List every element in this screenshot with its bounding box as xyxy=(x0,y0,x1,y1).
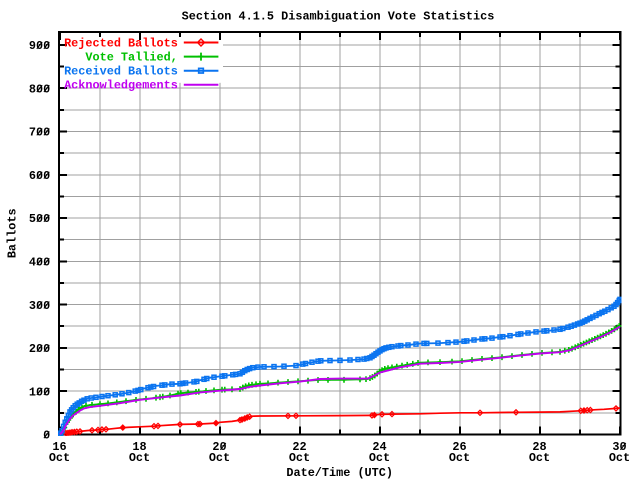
svg-text:16: 16 xyxy=(52,440,66,454)
svg-text:26: 26 xyxy=(452,440,466,454)
svg-text:0: 0 xyxy=(43,429,50,443)
svg-text:Date/Time (UTC): Date/Time (UTC) xyxy=(286,466,393,480)
svg-text:Section 4.1.5 Disambiguation V: Section 4.1.5 Disambiguation Vote Statis… xyxy=(182,9,495,23)
svg-text:600: 600 xyxy=(29,169,50,183)
svg-text:900: 900 xyxy=(29,39,50,53)
svg-text:Oct: Oct xyxy=(49,451,70,465)
svg-text:20: 20 xyxy=(212,440,226,454)
svg-text:100: 100 xyxy=(29,385,50,399)
svg-text:30: 30 xyxy=(612,440,626,454)
svg-text:22: 22 xyxy=(292,440,306,454)
svg-text:Rejected Ballots: Rejected Ballots xyxy=(64,36,178,50)
svg-text:Oct: Oct xyxy=(289,451,310,465)
svg-text:Oct: Oct xyxy=(129,451,150,465)
svg-text:700: 700 xyxy=(29,126,50,140)
svg-text:Vote Tallied,: Vote Tallied, xyxy=(85,50,177,64)
svg-text:300: 300 xyxy=(29,299,50,313)
svg-text:28: 28 xyxy=(532,440,546,454)
svg-text:Oct: Oct xyxy=(209,451,230,465)
svg-text:Ballots: Ballots xyxy=(6,208,20,258)
svg-text:400: 400 xyxy=(29,256,50,270)
svg-text:500: 500 xyxy=(29,212,50,226)
svg-text:800: 800 xyxy=(29,82,50,96)
svg-text:Received Ballots: Received Ballots xyxy=(64,65,178,79)
svg-text:18: 18 xyxy=(132,440,146,454)
svg-text:Acknowledgements: Acknowledgements xyxy=(64,79,178,93)
svg-text:Oct: Oct xyxy=(369,451,390,465)
svg-text:200: 200 xyxy=(29,342,50,356)
svg-text:Oct: Oct xyxy=(529,451,550,465)
svg-text:Oct: Oct xyxy=(449,451,470,465)
svg-text:24: 24 xyxy=(372,440,386,454)
svg-text:Oct: Oct xyxy=(609,451,630,465)
